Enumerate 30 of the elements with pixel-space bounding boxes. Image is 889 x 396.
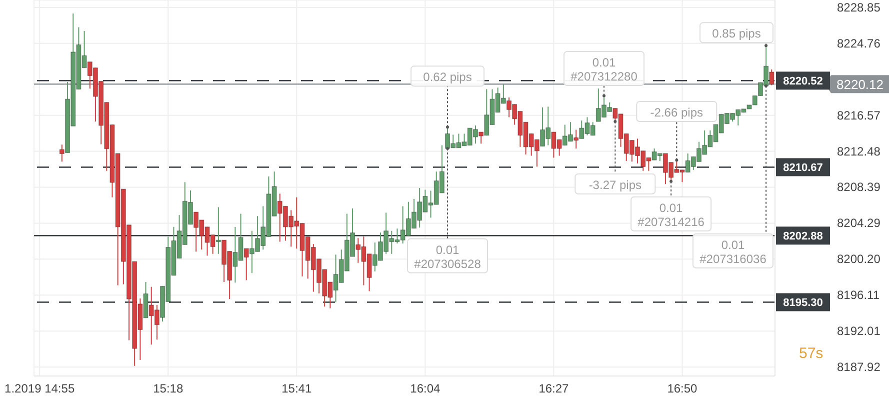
text: 57s — [799, 345, 824, 362]
y-tick-label: 8200.20 — [837, 252, 881, 266]
y-tick-label: 8228.85 — [837, 0, 881, 14]
annotation: 0.01 #207314216 — [638, 200, 705, 229]
y-tick-label: 8208.39 — [837, 180, 881, 194]
ref-line-label: 8195.30 — [783, 297, 823, 310]
y-tick-label: 8224.76 — [837, 36, 881, 50]
y-tick-label: 8204.29 — [837, 216, 881, 230]
x-tick-label: 16:04 — [410, 382, 441, 396]
x-tick-label: 16:27 — [538, 382, 570, 396]
y-tick-label: 8187.92 — [837, 360, 881, 374]
x-tick-label: 15:41 — [282, 382, 312, 396]
x-tick-label: 16:50 — [667, 382, 698, 396]
annotation: 0.01 #207312280 — [570, 56, 638, 84]
annotation: 0.01 #207316036 — [700, 238, 767, 266]
annotation: -2.66 pips — [650, 105, 704, 120]
annotation: 0.85 pips — [712, 26, 761, 41]
y-tick-label: 8196.11 — [837, 288, 880, 302]
y-tick-label: 8212.48 — [837, 144, 881, 158]
x-tick-label: 1.2019 14:55 — [4, 382, 75, 396]
annotation: 0.62 pips — [423, 70, 472, 84]
annotation: -3.27 pips — [588, 178, 642, 192]
y-tick-label: 8216.57 — [837, 108, 881, 122]
annotation: 0.01 #207306528 — [414, 242, 482, 271]
ref-line-label: 8220.12 — [836, 77, 884, 92]
y-tick-label: 8192.01 — [837, 324, 881, 338]
x-tick-label: 15:18 — [153, 382, 184, 396]
ref-line-label: 8210.67 — [783, 162, 823, 174]
ref-line-label: 8202.88 — [783, 230, 823, 243]
ref-line-label: 8220.52 — [783, 76, 823, 88]
